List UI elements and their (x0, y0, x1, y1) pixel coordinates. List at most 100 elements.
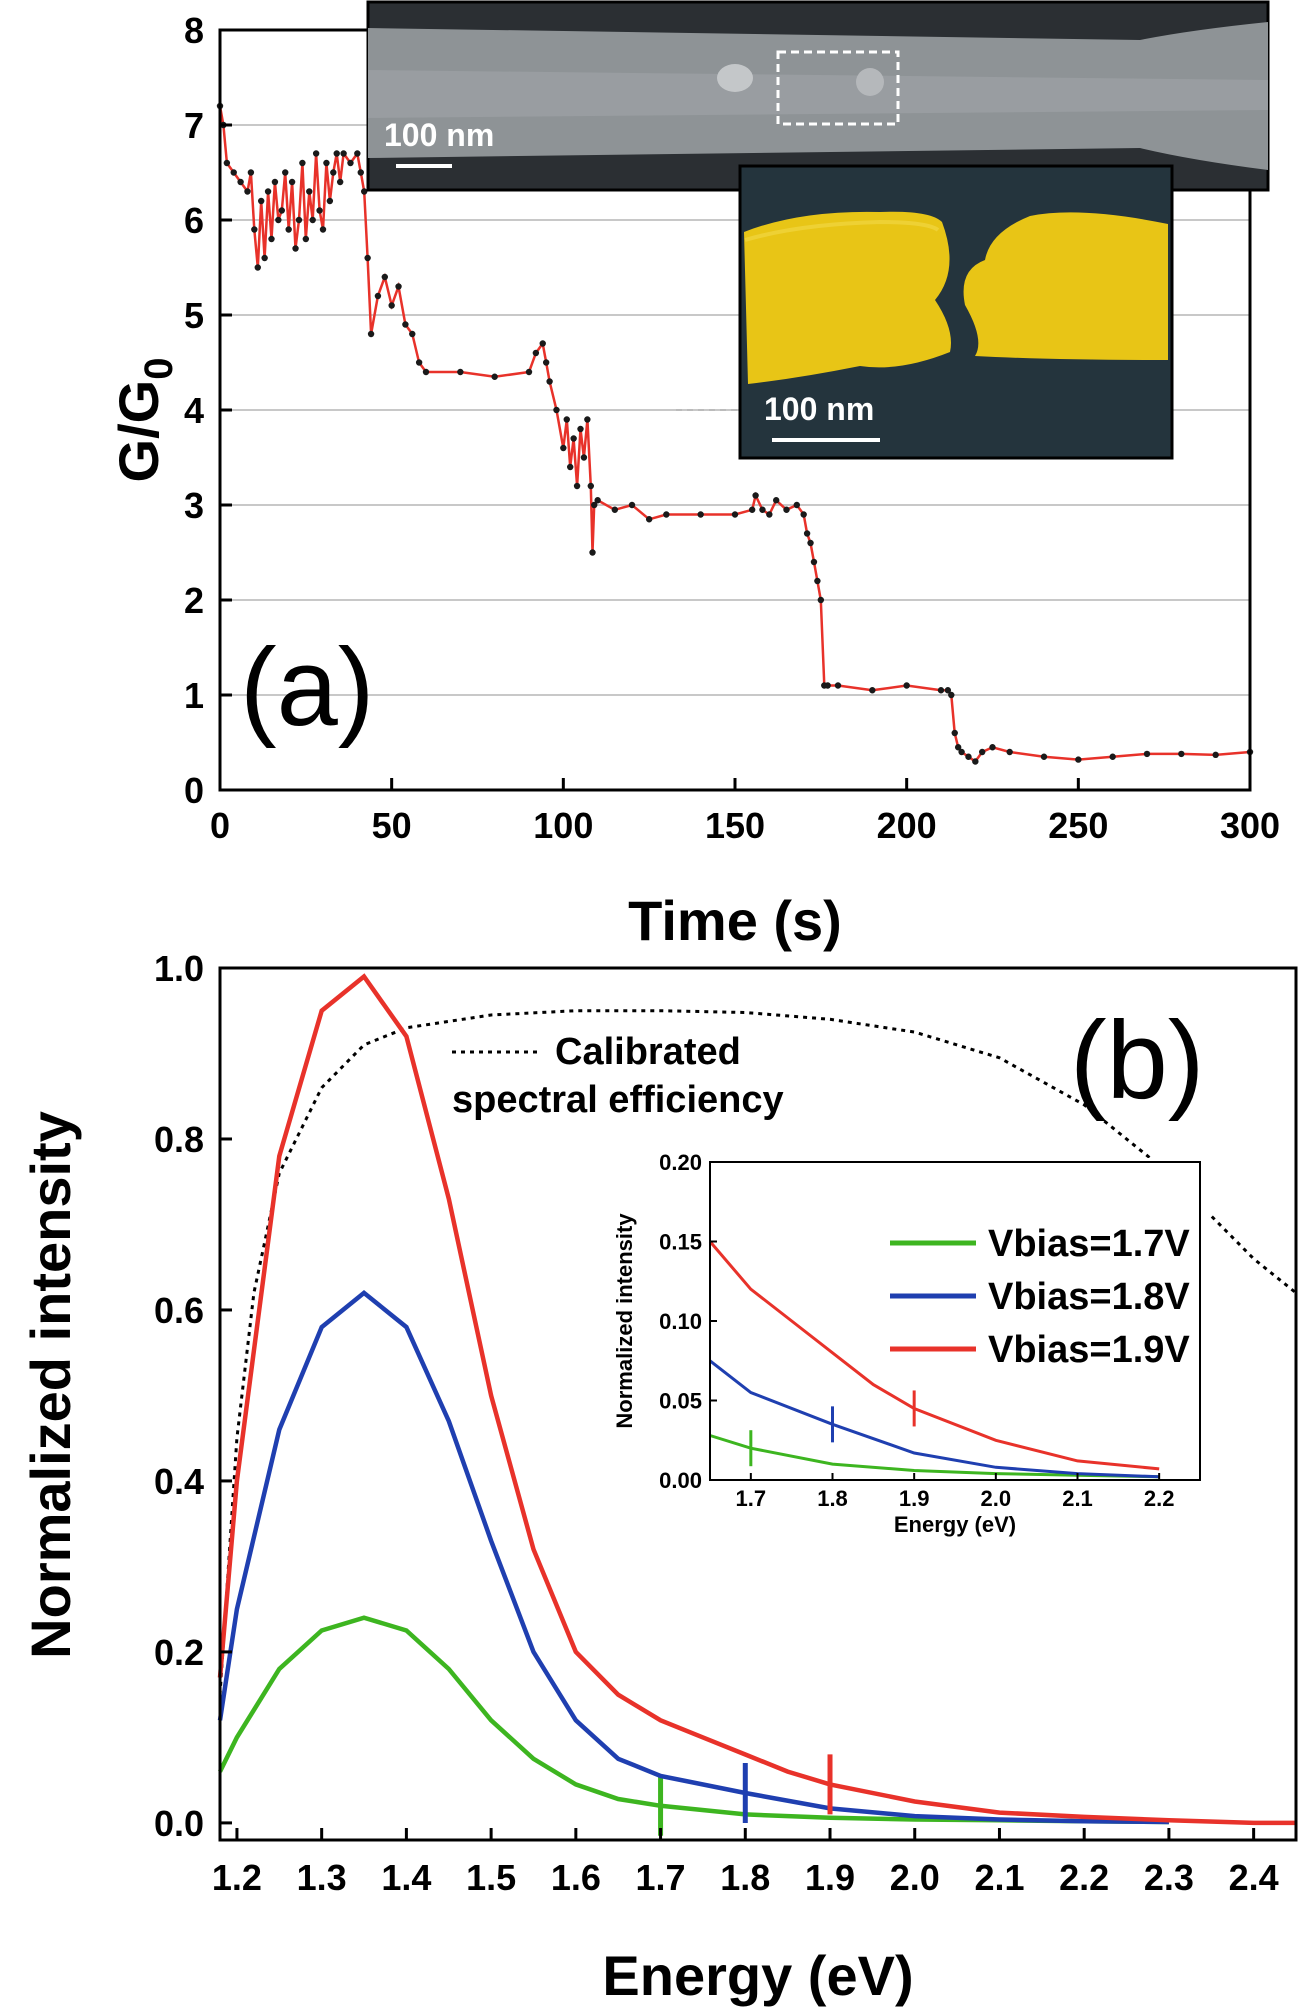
conductance-point (577, 425, 584, 433)
inset-y-tick-label: 0.15 (659, 1230, 702, 1255)
conductance-point (364, 254, 371, 262)
inset-x-axis-label: Energy (eV) (894, 1512, 1016, 1537)
conductance-point (1212, 751, 1219, 759)
conductance-point (759, 506, 766, 513)
y-tick-label: 0.6 (154, 1290, 204, 1331)
legend-label-1: Vbias=1.7V (988, 1223, 1190, 1265)
x-tick-label: 2.3 (1144, 1857, 1194, 1898)
conductance-point (288, 178, 296, 186)
conductance-point (361, 188, 368, 195)
conductance-point (330, 169, 337, 176)
inset-x-tick-label: 1.7 (736, 1486, 767, 1511)
x-tick-label: 1.6 (551, 1857, 601, 1898)
conductance-line (218, 105, 1251, 764)
y-tick-label: 1.0 (154, 948, 204, 989)
conductance-point (611, 506, 619, 513)
panel-a-x-axis-label: Time (s) (628, 889, 842, 952)
conductance-point (807, 539, 814, 547)
panel-b-legend: Vbias=1.7V Vbias=1.8V Vbias=1.9V (890, 1223, 1190, 1371)
series-line-3 (217, 973, 1296, 1826)
conductance-point (251, 226, 258, 233)
panel-a-conductance-trace: 0 50 100 150 200 250 300 0 1 2 3 4 5 6 7 8 Time (s) G/… (107, 0, 1280, 952)
legend-label-2: Vbias=1.8V (988, 1276, 1190, 1318)
conductance-point (347, 159, 354, 167)
conductance-point (1006, 748, 1013, 756)
series-line-2 (217, 1290, 1169, 1825)
y-tick-label: 1 (184, 675, 204, 716)
conductance-point (275, 216, 282, 224)
conductance-point (783, 506, 790, 513)
y-tick-label: 7 (184, 105, 204, 146)
conductance-point (395, 283, 402, 290)
conductance-point (951, 729, 958, 737)
conductance-point (972, 758, 979, 765)
conductance-point (628, 501, 636, 509)
panel-a-label: (a) (240, 626, 374, 749)
x-tick-label: 200 (877, 805, 937, 846)
conductance-point (295, 216, 303, 224)
y-tick-label: 0.8 (154, 1119, 204, 1160)
panel-b-y-axis-label: Normalized intensity (19, 1111, 82, 1659)
inset-x-ticks: 1.7 1.8 1.9 2.0 2.1 2.2 (736, 1473, 1174, 1511)
conductance-point (580, 454, 588, 461)
y-tick-label: 5 (184, 295, 204, 336)
conductance-point (989, 744, 996, 751)
conductance-point (323, 159, 330, 167)
conductance-point (237, 178, 244, 186)
conductance-point (814, 577, 821, 585)
conductance-point (333, 150, 340, 157)
panel-b-inset: 1.7 1.8 1.9 2.0 2.1 2.2 0.000.050.100.150.20 … (612, 1150, 1210, 1537)
inset-y-ticks: 0.00 0.05 0.10 0.15 0.20 (659, 1150, 717, 1493)
conductance-point (773, 497, 780, 504)
x-tick-label: 2.4 (1229, 1857, 1279, 1898)
inset-x-tick-label: 1.9 (899, 1486, 930, 1511)
inset-y-tick-label: 0.10 (659, 1309, 702, 1334)
x-tick-label: 250 (1048, 805, 1108, 846)
x-tick-label: 1.7 (636, 1857, 686, 1898)
x-tick-label: 1.3 (297, 1857, 347, 1898)
conductance-point (319, 226, 327, 233)
conductance-point (357, 169, 364, 176)
panel-a-y-label-subscript: 0 (137, 358, 181, 380)
conductance-point (563, 416, 570, 423)
panel-b-frame (218, 966, 1298, 1842)
conductance-point (793, 501, 800, 509)
conductance-point (810, 558, 818, 566)
conductance-point (944, 687, 952, 694)
conductance-point (367, 330, 375, 338)
legend-label-3: Vbias=1.9V (988, 1329, 1190, 1371)
y-tick-label: 3 (184, 485, 204, 526)
conductance-point (491, 373, 498, 380)
conductance-point (553, 406, 560, 414)
conductance-point (223, 159, 231, 167)
conductance-point (1040, 753, 1048, 760)
conductance-point (1109, 753, 1116, 760)
conductance-point (271, 178, 279, 186)
conductance-point (584, 416, 591, 423)
y-tick-label: 0.0 (154, 1803, 204, 1844)
y-tick-label: 6 (184, 200, 204, 241)
conductance-point (542, 359, 550, 366)
sem-zoom-box (776, 50, 900, 126)
conductance-point (422, 368, 430, 376)
conductance-point (402, 321, 409, 328)
conductance-point (589, 549, 596, 556)
conductance-point (1143, 750, 1151, 758)
y-tick-label: 4 (184, 390, 204, 431)
conductance-point (532, 349, 540, 357)
conductance-point (415, 359, 423, 366)
inset-y-axis-label: Normalized intensity (612, 1213, 637, 1429)
conductance-point (457, 368, 464, 376)
conductance-point (316, 207, 323, 214)
x-tick-label: 1.5 (466, 1857, 516, 1898)
conductance-point (525, 368, 533, 376)
conductance-point (570, 435, 577, 442)
conductance-point (748, 506, 756, 513)
y-tick-label: 2 (184, 580, 204, 621)
conductance-point (697, 511, 704, 518)
inset-y-tick-label: 0.20 (659, 1150, 702, 1175)
conductance-point (587, 482, 594, 490)
conductance-point (560, 444, 567, 452)
conductance-point (903, 682, 910, 689)
